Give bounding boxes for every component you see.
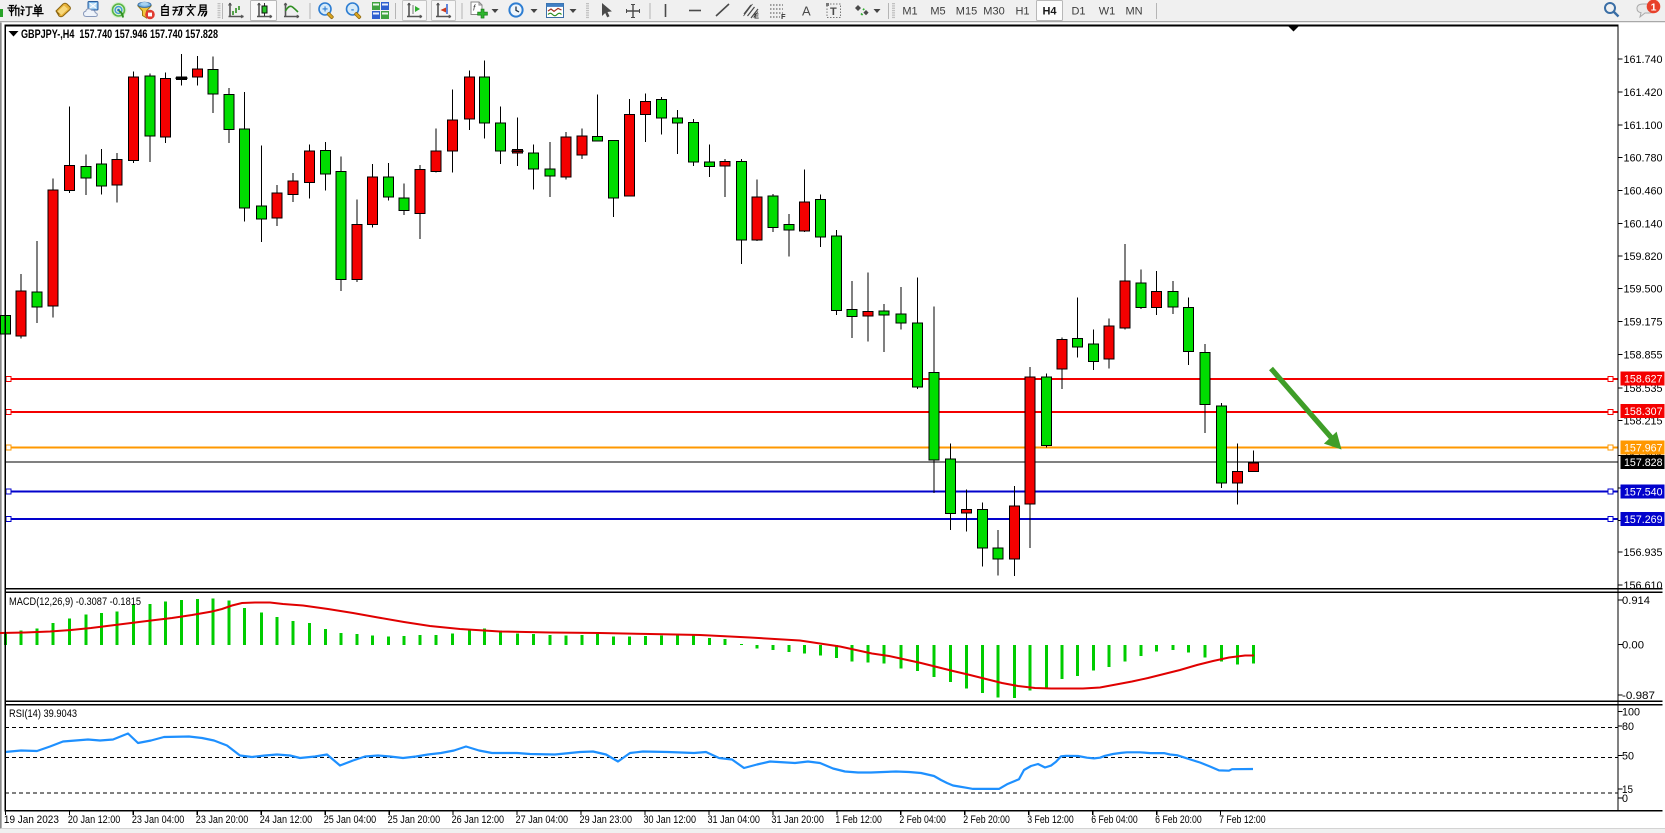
svg-text:25 Jan 20:00: 25 Jan 20:00 bbox=[388, 814, 441, 826]
svg-text:0.914: 0.914 bbox=[1622, 595, 1650, 607]
svg-text:160.460: 160.460 bbox=[1624, 186, 1663, 198]
svg-text:-: - bbox=[351, 5, 354, 16]
svg-text:D1: D1 bbox=[1071, 6, 1085, 18]
svg-text:156.935: 156.935 bbox=[1624, 547, 1663, 559]
svg-text:80: 80 bbox=[1622, 721, 1634, 733]
svg-text:158.535: 158.535 bbox=[1624, 383, 1663, 395]
svg-text:160.780: 160.780 bbox=[1624, 153, 1663, 165]
svg-text:161.420: 161.420 bbox=[1624, 87, 1663, 99]
svg-text:M15: M15 bbox=[956, 6, 977, 18]
svg-text:1 Feb 12:00: 1 Feb 12:00 bbox=[835, 814, 882, 826]
svg-text:1: 1 bbox=[1651, 2, 1657, 14]
svg-text:A: A bbox=[802, 4, 811, 19]
svg-text:7 Feb 12:00: 7 Feb 12:00 bbox=[1219, 814, 1266, 826]
svg-text:50: 50 bbox=[1622, 751, 1634, 763]
svg-text:6 Feb 20:00: 6 Feb 20:00 bbox=[1155, 814, 1202, 826]
svg-text:W1: W1 bbox=[1099, 6, 1116, 18]
svg-text:31 Jan 04:00: 31 Jan 04:00 bbox=[707, 814, 760, 826]
svg-text:6 Feb 04:00: 6 Feb 04:00 bbox=[1091, 814, 1138, 826]
svg-text:159.820: 159.820 bbox=[1624, 251, 1663, 263]
svg-text:2 Feb 04:00: 2 Feb 04:00 bbox=[899, 814, 946, 826]
svg-text:26 Jan 12:00: 26 Jan 12:00 bbox=[452, 814, 505, 826]
svg-text:0: 0 bbox=[1622, 793, 1628, 805]
svg-text:161.100: 161.100 bbox=[1624, 120, 1663, 132]
svg-text:T: T bbox=[830, 6, 837, 18]
svg-text:25 Jan 04:00: 25 Jan 04:00 bbox=[324, 814, 377, 826]
svg-text:157.540: 157.540 bbox=[1624, 487, 1663, 499]
svg-text:159.175: 159.175 bbox=[1624, 317, 1663, 329]
svg-text:f: f bbox=[473, 4, 476, 13]
svg-text:23 Jan 04:00: 23 Jan 04:00 bbox=[132, 814, 185, 826]
svg-text:157.269: 157.269 bbox=[1624, 514, 1663, 526]
svg-text:160.140: 160.140 bbox=[1624, 219, 1663, 231]
svg-text:31 Jan 20:00: 31 Jan 20:00 bbox=[771, 814, 824, 826]
svg-text:3 Feb 12:00: 3 Feb 12:00 bbox=[1027, 814, 1074, 826]
svg-text:20 Jan 12:00: 20 Jan 12:00 bbox=[68, 814, 121, 826]
svg-text:158.627: 158.627 bbox=[1624, 374, 1663, 386]
svg-text:F: F bbox=[781, 12, 786, 21]
svg-text:24 Jan 12:00: 24 Jan 12:00 bbox=[260, 814, 313, 826]
svg-text:159.500: 159.500 bbox=[1624, 284, 1663, 296]
svg-text:161.740: 161.740 bbox=[1624, 54, 1663, 66]
svg-text:+: + bbox=[322, 5, 328, 16]
svg-text:MN: MN bbox=[1125, 6, 1142, 18]
svg-text:157.967: 157.967 bbox=[1624, 443, 1663, 455]
svg-text:-0.987: -0.987 bbox=[1622, 690, 1655, 702]
svg-text:RSI(14) 39.9043: RSI(14) 39.9043 bbox=[9, 708, 77, 720]
svg-text:M5: M5 bbox=[930, 6, 945, 18]
svg-text:100: 100 bbox=[1622, 706, 1640, 718]
svg-text:M30: M30 bbox=[983, 6, 1004, 18]
svg-text:H1: H1 bbox=[1015, 6, 1029, 18]
svg-text:M1: M1 bbox=[902, 6, 917, 18]
svg-text:15: 15 bbox=[1622, 784, 1633, 796]
svg-text:157.828: 157.828 bbox=[1624, 457, 1663, 469]
svg-text:29 Jan 23:00: 29 Jan 23:00 bbox=[580, 814, 633, 826]
svg-text:H4: H4 bbox=[1042, 6, 1057, 18]
svg-text:0.00: 0.00 bbox=[1622, 640, 1644, 652]
svg-text:19 Jan 2023: 19 Jan 2023 bbox=[4, 814, 59, 826]
svg-text:GBPJPY-,H4 157.740 157.946 15: GBPJPY-,H4 157.740 157.946 157.740 157.8… bbox=[21, 27, 218, 41]
svg-text:MACD(12,26,9) -0.3087 -0.1815: MACD(12,26,9) -0.3087 -0.1815 bbox=[9, 596, 141, 608]
svg-text:158.307: 158.307 bbox=[1624, 406, 1663, 418]
svg-text:158.215: 158.215 bbox=[1624, 416, 1663, 428]
svg-text:156.610: 156.610 bbox=[1624, 580, 1663, 592]
svg-text:E: E bbox=[754, 12, 759, 21]
svg-text:30 Jan 12:00: 30 Jan 12:00 bbox=[644, 814, 697, 826]
svg-text:23 Jan 20:00: 23 Jan 20:00 bbox=[196, 814, 249, 826]
svg-text:2 Feb 20:00: 2 Feb 20:00 bbox=[963, 814, 1010, 826]
svg-text:27 Jan 04:00: 27 Jan 04:00 bbox=[516, 814, 569, 826]
svg-text:158.855: 158.855 bbox=[1624, 350, 1663, 362]
